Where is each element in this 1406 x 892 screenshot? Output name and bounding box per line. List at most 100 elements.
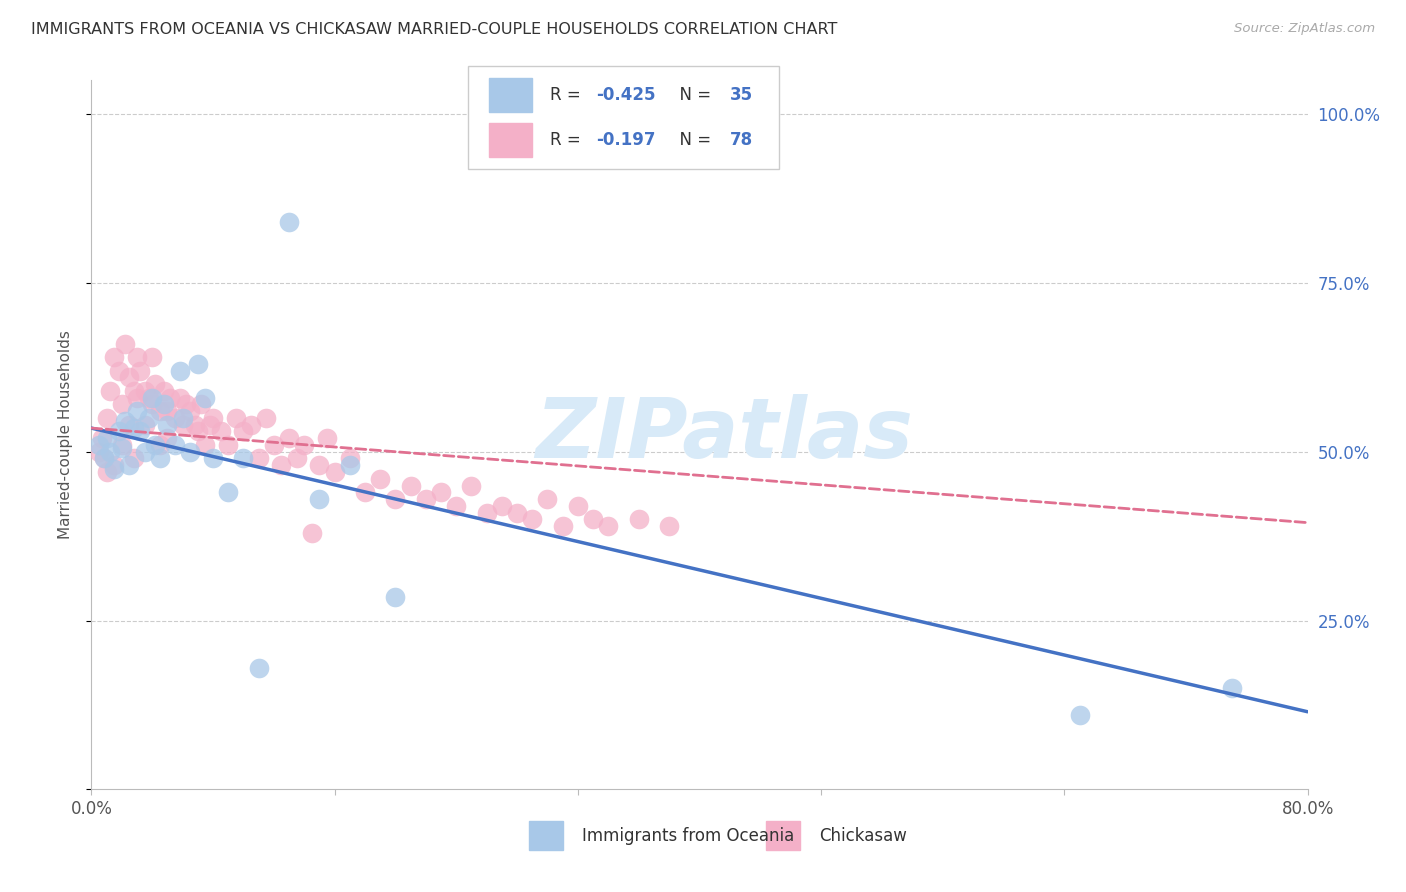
Point <box>278 431 301 445</box>
Point <box>384 491 406 506</box>
Point <box>536 491 558 506</box>
Point <box>138 391 160 405</box>
Point <box>399 478 422 492</box>
Point <box>254 411 277 425</box>
Point <box>107 364 129 378</box>
Text: -0.197: -0.197 <box>596 131 655 149</box>
Bar <box>489 78 531 112</box>
Text: R =: R = <box>550 87 586 104</box>
Point <box>598 519 620 533</box>
Point <box>179 444 201 458</box>
Text: 78: 78 <box>730 131 754 149</box>
Point <box>323 465 346 479</box>
Point <box>506 506 529 520</box>
Text: IMMIGRANTS FROM OCEANIA VS CHICKASAW MARRIED-COUPLE HOUSEHOLDS CORRELATION CHART: IMMIGRANTS FROM OCEANIA VS CHICKASAW MAR… <box>31 22 838 37</box>
Point <box>153 397 176 411</box>
Point <box>232 451 254 466</box>
Point <box>87 438 110 452</box>
Text: -0.425: -0.425 <box>596 87 655 104</box>
Point <box>339 451 361 466</box>
Point <box>114 414 136 428</box>
Point <box>153 384 176 398</box>
Point <box>172 411 194 425</box>
Point <box>125 404 148 418</box>
Point <box>141 397 163 411</box>
Point <box>415 491 437 506</box>
Text: 35: 35 <box>730 87 754 104</box>
Point <box>292 438 315 452</box>
Point <box>627 512 650 526</box>
Point <box>1069 708 1091 723</box>
Point <box>285 451 308 466</box>
Point <box>551 519 574 533</box>
Point <box>159 391 181 405</box>
Text: R =: R = <box>550 131 586 149</box>
Point <box>217 485 239 500</box>
Point <box>179 404 201 418</box>
Point <box>225 411 247 425</box>
Point <box>91 431 114 445</box>
Point <box>247 451 270 466</box>
Point <box>460 478 482 492</box>
Point <box>96 465 118 479</box>
Point <box>98 444 121 458</box>
Point <box>122 421 145 435</box>
Point <box>118 417 141 432</box>
Point <box>156 417 179 432</box>
Point <box>103 350 125 364</box>
Text: Immigrants from Oceania: Immigrants from Oceania <box>582 827 794 845</box>
Point <box>308 491 330 506</box>
Point <box>118 370 141 384</box>
Text: N =: N = <box>669 131 717 149</box>
Point <box>156 431 179 445</box>
Text: N =: N = <box>669 87 717 104</box>
Point <box>301 525 323 540</box>
Text: Chickasaw: Chickasaw <box>818 827 907 845</box>
Point <box>125 391 148 405</box>
Point <box>141 350 163 364</box>
Bar <box>529 822 564 850</box>
Point <box>98 384 121 398</box>
FancyBboxPatch shape <box>468 66 779 169</box>
Bar <box>766 822 800 850</box>
Point <box>430 485 453 500</box>
Point <box>149 451 172 466</box>
Point <box>232 425 254 439</box>
Point <box>209 425 232 439</box>
Point <box>134 384 156 398</box>
Point <box>169 364 191 378</box>
Point <box>156 404 179 418</box>
Point <box>658 519 681 533</box>
Point <box>567 499 589 513</box>
Point <box>118 458 141 473</box>
Point <box>103 458 125 473</box>
Point <box>122 451 145 466</box>
Point <box>316 431 339 445</box>
Point <box>111 397 134 411</box>
Point <box>1220 681 1243 695</box>
Point <box>194 438 217 452</box>
Point <box>134 444 156 458</box>
Point <box>96 411 118 425</box>
Text: Source: ZipAtlas.com: Source: ZipAtlas.com <box>1234 22 1375 36</box>
Point <box>96 431 118 445</box>
Point <box>143 438 166 452</box>
Point <box>163 411 186 425</box>
Point <box>129 364 152 378</box>
Point <box>114 336 136 351</box>
Point <box>202 411 225 425</box>
Point <box>93 451 115 466</box>
Point <box>174 397 197 411</box>
Point <box>149 438 172 452</box>
Point <box>122 384 145 398</box>
Point <box>111 442 134 456</box>
Point <box>190 397 212 411</box>
Point <box>138 411 160 425</box>
Point <box>141 391 163 405</box>
Point <box>217 438 239 452</box>
Point <box>308 458 330 473</box>
Point <box>125 350 148 364</box>
Point <box>87 444 110 458</box>
Point <box>368 472 391 486</box>
Point <box>111 438 134 452</box>
